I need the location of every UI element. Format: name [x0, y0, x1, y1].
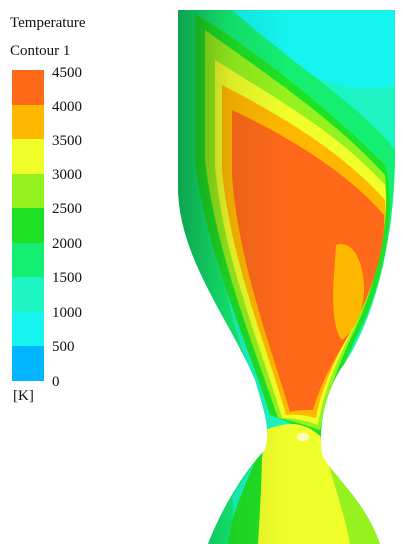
legend-tick-3500: 3500 — [52, 133, 82, 149]
legend-unit-label: [K] — [13, 388, 34, 404]
legend-tick-4000: 4000 — [52, 99, 82, 115]
legend-band-2500-3000 — [12, 173, 44, 208]
legend-title-line1: Temperature — [10, 15, 86, 31]
legend-band-1500-2000 — [12, 242, 44, 277]
legend-band-500-1000 — [12, 311, 44, 346]
legend-band-3000-3500 — [12, 139, 44, 174]
legend-band-3500-4000 — [12, 104, 44, 139]
legend-tick-1500: 1500 — [52, 270, 82, 286]
legend-tick-500: 500 — [52, 339, 75, 355]
legend-band-0-500 — [12, 346, 44, 381]
legend-tick-4500: 4500 — [52, 65, 82, 81]
legend-tick-3000: 3000 — [52, 167, 82, 183]
throat-highlight — [297, 433, 309, 441]
legend-band-4000-4500 — [12, 70, 44, 105]
legend-tick-0: 0 — [52, 374, 60, 390]
legend-tick-2000: 2000 — [52, 236, 82, 252]
legend-tick-2500: 2500 — [52, 201, 82, 217]
legend-band-2000-2500 — [12, 208, 44, 243]
color-legend-bar — [12, 70, 44, 381]
wall-shading — [178, 10, 395, 544]
legend-tick-1000: 1000 — [52, 305, 82, 321]
legend-band-1000-1500 — [12, 277, 44, 312]
legend-title-line2: Contour 1 — [10, 43, 71, 59]
